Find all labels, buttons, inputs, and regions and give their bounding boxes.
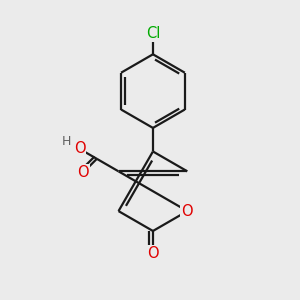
Text: O: O <box>147 246 159 261</box>
Text: Cl: Cl <box>146 26 160 40</box>
Text: O: O <box>74 141 85 156</box>
Text: O: O <box>182 204 193 219</box>
Text: O: O <box>77 166 88 181</box>
Text: H: H <box>62 135 71 148</box>
